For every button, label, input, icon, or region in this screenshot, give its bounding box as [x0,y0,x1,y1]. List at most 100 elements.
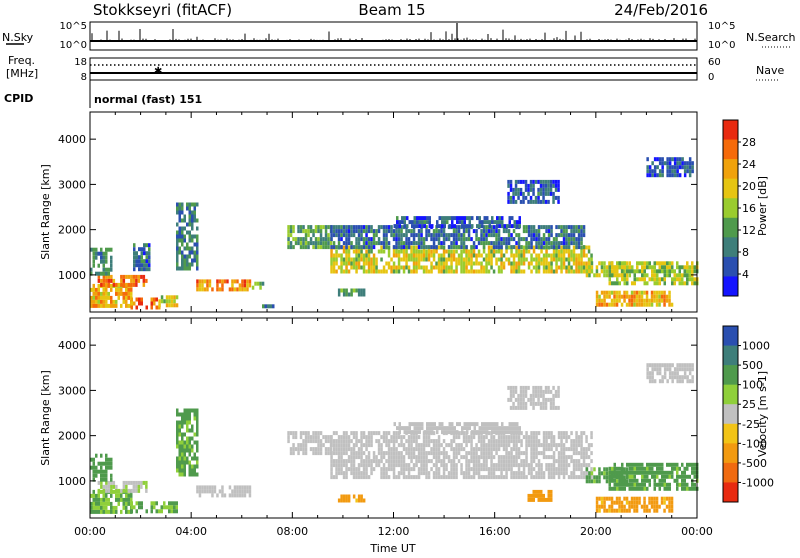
data-cell [587,455,591,460]
data-cell [486,422,489,427]
data-cell [427,257,431,262]
data-cell [142,278,146,283]
data-cell [196,416,199,421]
data-cell [565,257,568,262]
data-cell [590,431,593,436]
colorbar-segment [723,159,738,180]
data-cell [605,467,609,472]
data-cell [519,179,523,184]
data-cell [437,241,441,246]
data-cell [422,249,426,254]
data-cell [357,455,361,460]
data-cell [90,457,93,462]
data-cell [95,465,98,470]
data-cell [259,281,262,286]
data-cell [492,253,496,258]
data-cell [668,367,672,372]
data-cell [676,486,679,491]
data-cell [648,363,652,368]
data-cell [408,426,411,431]
data-cell [133,301,136,306]
data-cell [170,501,173,506]
data-cell [470,269,473,274]
data-cell [565,265,568,270]
data-cell [243,485,247,490]
data-cell [188,412,191,417]
data-cell [287,435,290,440]
data-cell [492,467,496,472]
data-cell [309,225,313,230]
data-cell [377,463,381,468]
data-cell [100,505,103,510]
data-cell [357,447,361,452]
data-cell [413,426,416,431]
data-cell [455,245,458,250]
data-cell [505,475,508,480]
data-cell [186,444,189,449]
data-cell [441,426,444,431]
data-cell [487,233,491,238]
data-cell [183,420,186,425]
data-cell [552,467,556,472]
data-cell [385,225,388,230]
data-cell [110,247,113,252]
data-cell [254,281,257,286]
data-cell [138,505,141,510]
data-cell [442,467,446,472]
data-cell [372,233,376,238]
data-cell [402,241,406,246]
data-cell [517,261,521,266]
data-cell [656,466,659,471]
data-cell [515,451,518,456]
data-cell [365,245,368,250]
data-cell [102,488,106,493]
data-cell [335,249,338,254]
data-cell [460,237,463,242]
data-cell [567,237,571,242]
data-cell [228,287,232,292]
data-cell [535,435,538,440]
data-cell [522,463,526,468]
data-cell [367,249,371,254]
data-cell [342,249,346,254]
data-cell [105,247,108,252]
data-cell [610,298,614,303]
data-cell [97,488,101,493]
data-cell [519,389,523,394]
data-cell [143,263,146,268]
data-cell [495,249,498,254]
data-cell [122,295,125,300]
data-cell [608,290,611,295]
data-cell [450,233,453,238]
data-cell [686,261,689,266]
data-cell [681,470,684,475]
data-cell [115,488,118,493]
data-cell [309,439,313,444]
data-cell [427,475,431,480]
data-cell [382,439,386,444]
data-cell [580,265,583,270]
data-cell [605,475,609,480]
data-cell [618,273,621,278]
data-cell [498,224,501,229]
data-cell [522,269,526,274]
data-cell [482,439,486,444]
data-cell [618,504,621,509]
data-cell [653,273,656,278]
data-cell [608,474,611,479]
data-cell [518,224,521,229]
data-cell [438,426,441,431]
data-cell [525,225,528,230]
data-cell [442,447,446,452]
data-cell [317,447,320,452]
data-cell [562,467,566,472]
data-cell [502,447,506,452]
data-cell [623,496,626,501]
data-cell [153,301,156,306]
data-cell [668,265,671,270]
data-cell [382,269,386,274]
data-cell [585,463,588,468]
data-cell [110,263,113,268]
data-cell [500,475,503,480]
data-cell [477,253,481,258]
